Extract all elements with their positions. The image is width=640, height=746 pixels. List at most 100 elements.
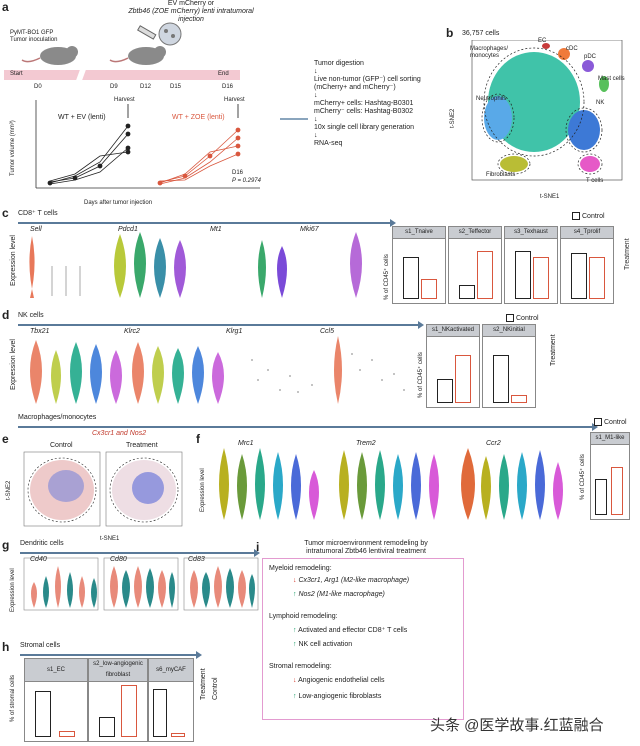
expression-ylabel: Expression level [10,339,17,390]
e-treatment: Treatment [126,442,158,449]
up-arrow-icon: ↑ [293,591,297,598]
down-arrow-icon: ↓ [293,577,297,584]
section-arrow [18,321,424,329]
cluster-mast: Mast cells [598,76,625,82]
i-title: Tumor microenvironment remodeling by int… [304,540,428,555]
cluster-nk: NK [596,100,605,106]
lymphoid-item: ↑ Activated and effector CD8⁺ T cells [293,627,408,634]
bar-ylabel-c: % of CD45⁺ cells [384,254,390,300]
gene-pdcd1: Pdcd1 [118,226,138,233]
legend-treatment: Treatment [624,238,631,270]
mouse-icon [109,46,166,65]
tumor-growth-chart [35,100,260,189]
tsne1-label: t-SNE1 [540,194,560,200]
panel-label-h: h [2,640,10,654]
section-title-cd8: CD8⁺ T cells [18,210,58,217]
bar-panel-s6-mycaf: s6_myCAF [148,658,194,742]
tsne-plot [471,40,623,181]
bar-panel-s2-teffector: s2_Teffector [448,226,502,304]
harvest-label: Harvest [224,97,245,103]
mouse-label: PyMT-BO1 GFP Tumor inoculation [10,30,58,43]
timeline-day: D16 [222,84,234,90]
myeloid-item: ↓ Cx3cr1, Arg1 (M2-like macrophage) [293,577,410,584]
tumor-volume-ylabel: Tumor volume (mm³) [10,120,16,176]
up-arrow-icon: ↑ [293,641,297,648]
bar-panel-s2-nkinitial: s2_NKinitial [482,324,536,408]
violin-group [29,236,81,298]
gene-cd40: Cd40 [30,556,47,563]
harvest-label: Harvest [114,97,135,103]
legend-control: Control [572,212,605,221]
tsne1-label: t-SNE1 [100,536,120,542]
legend-control: Control [212,677,219,700]
panel-label-e: e [2,432,9,446]
legend-treatment: Treatment [200,668,207,700]
section-arrow [18,219,396,227]
bar-treatment [421,279,437,299]
gene-tbx21: Tbx21 [30,328,50,335]
bar-panel-s2-fibroblast: s2_low-angiogenic fibroblast [88,658,148,742]
cluster-macro: Macrophages/monocytes [470,46,509,59]
stromal-item: ↑ Low-angiogenic fibroblasts [293,693,382,700]
timeline-day: D15 [170,84,182,90]
bar-panel-s4-tprolif: s4_Tprolif [560,226,614,304]
section-title-macro: Macrophages/monocytes [18,414,97,421]
bar-ylabel-h: % of stromal cells [10,674,16,722]
cell-count: 36,757 cells [462,30,500,37]
p-value: P = 0.2974 [232,178,261,184]
panel-label-g: g [2,538,10,552]
legend-treatment: Treatment [550,334,557,366]
timeline-bar [4,70,240,80]
virus-icon [158,22,182,46]
gene-ccr2: Ccr2 [486,440,501,447]
summary-box: Myeloid remodeling: ↓ Cx3cr1, Arg1 (M2-l… [262,558,464,720]
bar-panel-s3-texhaust: s3_Texhaust [504,226,558,304]
bar-panel-s1-tnaive: s1_Tnaive [392,226,446,304]
violin-plots-macro [219,448,563,520]
d16-label: D16 [232,170,244,176]
gene-mrc1: Mrc1 [238,440,254,447]
legend-control: Control [594,418,627,427]
section-arrow [18,423,598,431]
timeline-start: Start [10,71,23,77]
timeline-illustration [21,22,182,65]
section-arrow [20,651,202,659]
legend-control: Control [506,314,539,323]
expression-ylabel: Expression level [200,468,206,512]
e-title: Cx3cr1 and Nos2 [92,430,147,437]
bar-panel-s1-m1like: s1_M1-like [590,432,630,520]
myeloid-title: Myeloid remodeling: [269,565,332,572]
gene-klrc2: Klrc2 [124,328,140,335]
cluster-neutrophils: Neutrophils [476,96,507,102]
gene-trem2: Trem2 [356,440,376,447]
group-ev: WT + EV (lenti) [58,114,106,121]
group-zoe: WT + ZOE (lenti) [172,114,225,121]
down-arrow-icon: ↓ [293,677,297,684]
cluster-ec: EC [538,38,547,44]
gene-sell: Sell [30,226,42,233]
bar-panel-s1-nkactivated: s1_NKactivated [426,324,480,408]
timeline-day: D12 [140,84,152,90]
myeloid-item: ↑ Nos2 (M1-like macrophage) [293,591,385,598]
flow-arrow [280,118,308,120]
expression-ylabel: Expression level [10,568,16,612]
gene-cd83: Cd83 [188,556,205,563]
panel-label-b: b [446,26,454,40]
watermark: 头条 @医学故事.红蓝融合 [430,717,604,734]
cluster-cdc: cDC [566,46,578,52]
bar-control [403,257,419,299]
injection-text: EV mCherry or Zbtb46 (ZOE mCherry) lenti… [128,0,254,23]
cluster-tcells: T cells [586,178,604,184]
violin-plots-cd8 [29,232,362,298]
section-arrow [20,549,260,557]
e-control: Control [50,442,73,449]
bar-ylabel-f: % of CD45⁺ cells [580,454,586,500]
gene-ccl5: Ccl5 [320,328,335,335]
cluster-pdc: pDC [584,54,597,60]
gene-cd80: Cd80 [110,556,127,563]
section-title-dc: Dendritic cells [20,540,64,547]
section-title-nk: NK cells [18,312,44,319]
gene-mt1: Mt1 [210,226,222,233]
timeline-day: D0 [34,84,42,90]
panel-label-i: i [256,540,260,554]
